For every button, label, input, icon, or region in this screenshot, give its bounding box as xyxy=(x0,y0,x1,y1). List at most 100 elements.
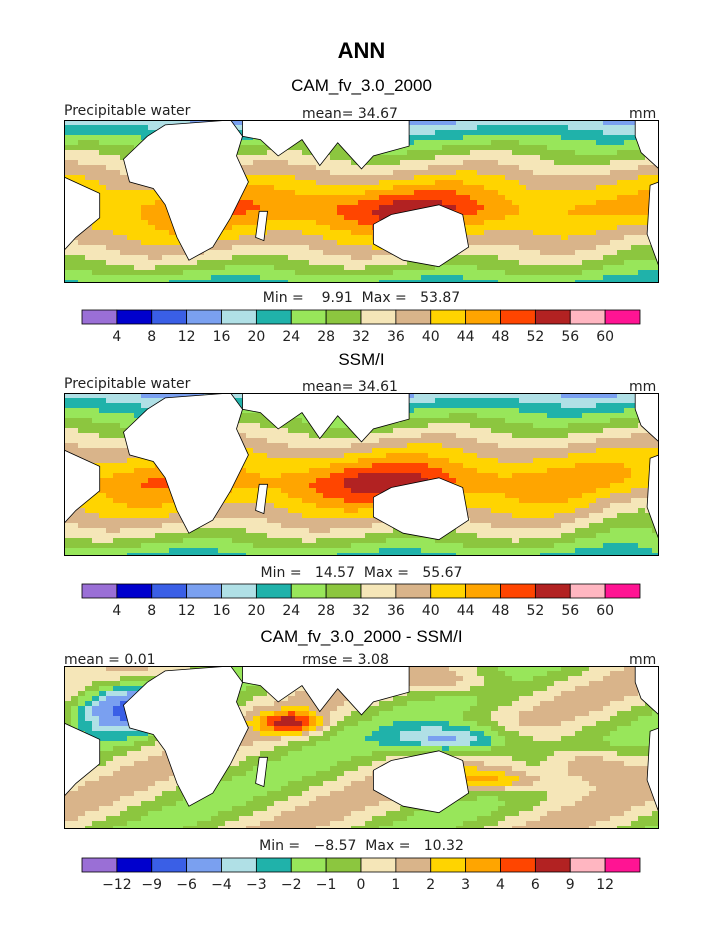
field-cell xyxy=(337,215,345,221)
field-cell xyxy=(148,280,156,283)
field-cell xyxy=(554,210,562,216)
field-cell xyxy=(71,433,79,439)
field-cell xyxy=(435,473,443,479)
field-cell xyxy=(582,145,590,151)
field-cell xyxy=(155,478,163,484)
field-cell xyxy=(253,210,261,216)
field-cell xyxy=(624,265,632,271)
field-cell xyxy=(85,155,93,161)
field-cell xyxy=(260,438,268,444)
field-cell xyxy=(568,468,576,474)
field-cell xyxy=(330,453,338,459)
field-cell xyxy=(421,185,429,191)
field-cell xyxy=(148,468,156,474)
field-cell xyxy=(589,120,597,126)
panel-2-mean-label: mean= 34.61 xyxy=(302,379,398,395)
field-cell xyxy=(540,230,548,236)
field-cell xyxy=(498,413,506,419)
field-cell xyxy=(540,513,548,519)
field-cell xyxy=(631,170,639,176)
field-cell xyxy=(505,130,513,136)
field-cell xyxy=(617,498,625,504)
field-cell xyxy=(414,448,422,454)
field-cell xyxy=(330,488,338,494)
field-cell xyxy=(589,473,597,479)
field-cell xyxy=(463,423,471,429)
field-cell xyxy=(470,423,478,429)
field-cell xyxy=(71,270,79,276)
field-cell xyxy=(442,200,450,206)
field-cell xyxy=(120,508,128,514)
field-cell xyxy=(92,503,100,509)
field-cell xyxy=(631,438,639,444)
field-cell xyxy=(330,220,338,226)
field-cell xyxy=(519,160,527,166)
field-cell xyxy=(470,513,478,519)
field-cell xyxy=(134,120,142,126)
field-cell xyxy=(281,190,289,196)
field-cell xyxy=(64,408,72,414)
field-cell xyxy=(638,508,646,514)
field-cell xyxy=(484,235,492,241)
field-cell xyxy=(456,483,464,489)
coastline xyxy=(242,120,410,170)
field-cell xyxy=(106,488,114,494)
field-cell xyxy=(610,180,618,186)
field-cell xyxy=(589,453,597,459)
field-cell xyxy=(484,458,492,464)
field-cell xyxy=(540,205,548,211)
field-cell xyxy=(113,230,121,236)
field-cell xyxy=(554,200,562,206)
field-cell xyxy=(603,503,611,509)
field-cell xyxy=(554,458,562,464)
field-cell xyxy=(540,185,548,191)
field-cell xyxy=(309,245,317,251)
field-cell xyxy=(617,513,625,519)
field-cell xyxy=(323,513,331,519)
field-cell xyxy=(456,180,464,186)
field-cell xyxy=(638,443,646,449)
field-cell xyxy=(498,120,506,126)
field-cell xyxy=(519,190,527,196)
field-cell xyxy=(218,240,226,246)
field-cell xyxy=(575,250,583,256)
field-cell xyxy=(71,413,79,419)
field-cell xyxy=(561,245,569,251)
field-cell xyxy=(78,443,86,449)
field-cell xyxy=(596,503,604,509)
field-cell xyxy=(533,225,541,231)
field-cell xyxy=(519,250,527,256)
field-cell xyxy=(386,205,394,211)
field-cell xyxy=(498,493,506,499)
field-cell xyxy=(575,508,583,514)
field-cell xyxy=(477,240,485,246)
field-cell xyxy=(85,240,93,246)
field-cell xyxy=(120,120,128,126)
field-cell xyxy=(631,155,639,161)
field-cell xyxy=(183,255,191,261)
field-cell xyxy=(330,458,338,464)
field-cell xyxy=(456,120,464,126)
field-cell xyxy=(386,175,394,181)
field-cell xyxy=(232,488,240,494)
field-cell xyxy=(239,230,247,236)
field-cell xyxy=(295,170,303,176)
field-cell xyxy=(519,220,527,226)
field-cell xyxy=(561,493,569,499)
field-cell xyxy=(547,433,555,439)
field-cell xyxy=(316,443,324,449)
field-cell xyxy=(638,210,646,216)
field-cell xyxy=(169,275,177,281)
field-cell xyxy=(106,235,114,241)
field-cell xyxy=(498,483,506,489)
field-cell xyxy=(316,190,324,196)
field-cell xyxy=(309,155,317,161)
field-cell xyxy=(617,488,625,494)
field-cell xyxy=(330,468,338,474)
field-cell xyxy=(435,418,443,424)
field-cell xyxy=(351,433,359,439)
field-cell xyxy=(358,493,366,499)
field-cell xyxy=(554,155,562,161)
field-cell xyxy=(78,265,86,271)
field-cell xyxy=(330,165,338,171)
